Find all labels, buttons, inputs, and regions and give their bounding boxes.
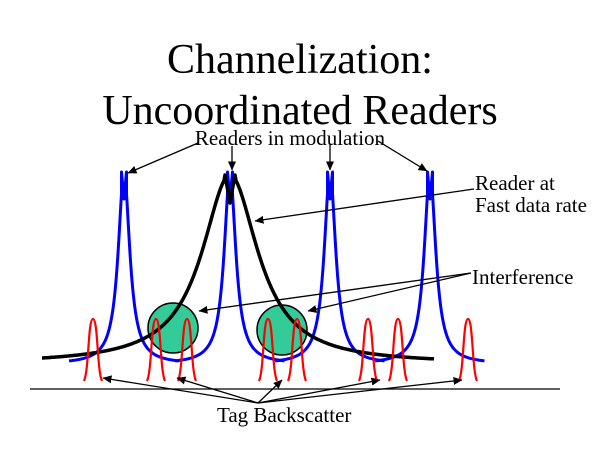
tag-backscatter-curve	[176, 317, 198, 382]
label-readers-in-modulation: Readers in modulation	[194, 126, 386, 150]
fast-reader-curve	[41, 173, 435, 361]
readers-in-modulation-arrow	[377, 140, 428, 172]
tag-backscatter-curve	[257, 317, 279, 382]
tag-backscatter-curve	[457, 317, 479, 382]
label-reader-at-line2: Fast data rate	[475, 193, 587, 217]
tag-backscatter-arrow	[257, 379, 283, 404]
reader-peak-curve	[374, 170, 485, 363]
tag-backscatter-curve	[387, 317, 409, 382]
tag-backscatter-curve	[145, 317, 167, 382]
tag-backscatter-curve	[82, 317, 104, 382]
label-reader-fast-data-rate: Reader at Fast data rate	[475, 172, 587, 216]
label-tag-backscatter: Tag Backscatter	[217, 403, 352, 427]
reader-peak-curve	[274, 170, 385, 363]
interference-arrow	[307, 272, 472, 313]
tag-backscatter-arrow	[257, 376, 463, 404]
tag-backscatter-arrow	[176, 376, 259, 404]
readers-in-modulation-arrow	[127, 142, 199, 174]
interference-arrow	[198, 272, 472, 314]
tag-backscatter-arrow	[257, 377, 381, 404]
reader-fast-arrow	[254, 188, 475, 224]
label-interference: Interference	[472, 265, 574, 289]
title-line-2: Uncoordinated Readers	[102, 88, 498, 134]
tag-backscatter-curve	[357, 317, 379, 382]
title-line-1: Channelization:	[167, 37, 433, 83]
tag-backscatter-arrow	[102, 375, 259, 404]
label-reader-at-line1: Reader at	[475, 171, 555, 195]
slide-title: Channelization: Uncoordinated Readers	[0, 35, 600, 137]
tag-backscatter-curve	[286, 317, 308, 382]
